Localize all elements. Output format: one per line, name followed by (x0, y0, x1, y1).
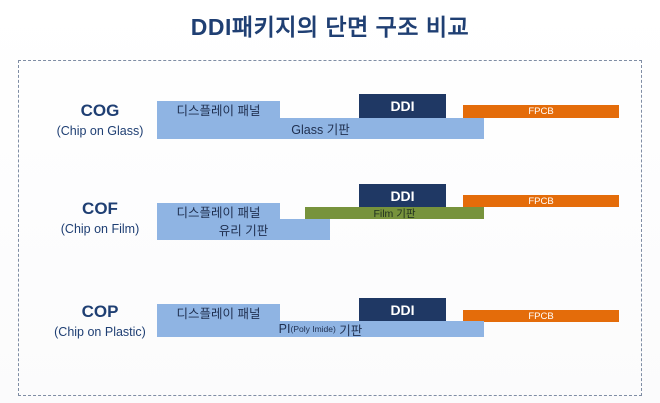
cof-substrate-label: 유리 기판 (218, 224, 269, 238)
cof-display-panel: 디스플레이 패널 (157, 203, 280, 219)
cof-fpcb: FPCB (463, 195, 619, 207)
cog-fpcb-label: FPCB (528, 106, 554, 117)
cog-subtitle: (Chip on Glass) (56, 124, 144, 138)
cof-film-label: Film 기판 (373, 207, 416, 220)
cop-ddi-chip: DDI (359, 298, 446, 321)
cop-name: COP (81, 302, 119, 321)
cop-pi-substrate: PI (Poly Imide) 기판 (157, 321, 484, 337)
cog-display-label: 디스플레이 패널 (176, 104, 261, 118)
cop-display-panel: 디스플레이 패널 (157, 304, 280, 321)
cop-substrate-suffix: 기판 (335, 323, 363, 338)
cof-ddi-chip: DDI (359, 184, 446, 207)
cop-substrate-paren: (Poly Imide) (290, 324, 336, 334)
cof-glass-substrate: 유리 기판 (157, 219, 330, 240)
cof-subtitle: (Chip on Film) (60, 222, 140, 236)
cop-fpcb: FPCB (463, 310, 619, 322)
cog-fpcb: FPCB (463, 105, 619, 118)
cop-display-label: 디스플레이 패널 (176, 307, 261, 321)
cof-ddi-label: DDI (390, 187, 415, 204)
cof-name: COF (82, 199, 118, 218)
cof-fpcb-label: FPCB (528, 195, 554, 207)
cog-glass-substrate: Glass 기판 (157, 118, 484, 139)
cof-display-label: 디스플레이 패널 (176, 205, 261, 220)
diagram-title: DDI패키지의 단면 구조 비교 (190, 14, 470, 40)
cop-substrate-main: PI (278, 322, 291, 336)
cop-subtitle: (Chip on Plastic) (54, 325, 146, 339)
cof-film-substrate: Film 기판 (305, 207, 484, 219)
cog-substrate-label: Glass 기판 (291, 123, 350, 137)
cog-display-panel: 디스플레이 패널 (157, 101, 280, 118)
cop-ddi-label: DDI (390, 301, 415, 318)
cop-fpcb-label: FPCB (528, 310, 554, 322)
cog-ddi-label: DDI (390, 98, 415, 114)
cog-ddi-chip: DDI (359, 94, 446, 118)
cog-name: COG (80, 101, 120, 120)
dashed-frame (18, 60, 642, 396)
